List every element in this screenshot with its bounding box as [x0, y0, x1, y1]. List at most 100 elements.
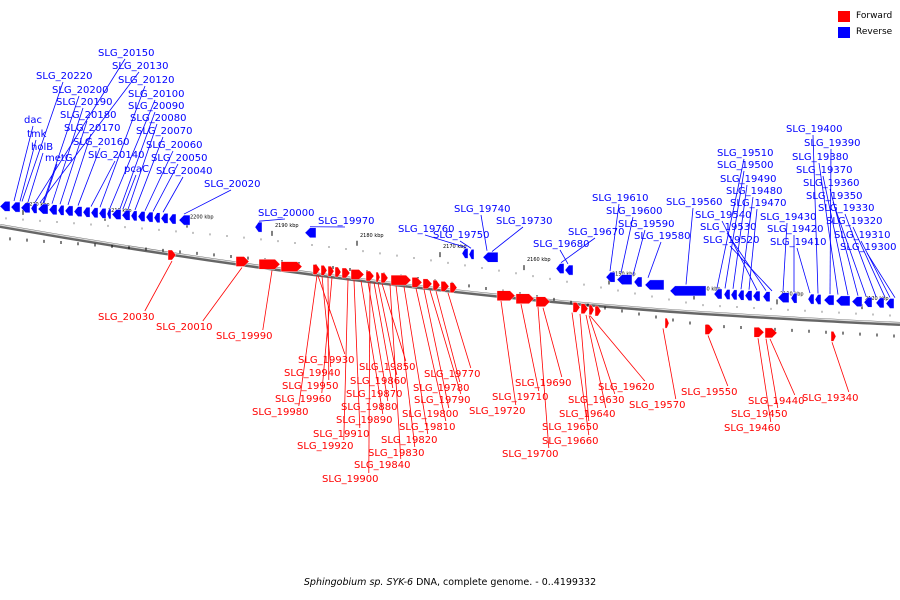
gene-label-reverse: SLG_19500 [717, 160, 773, 171]
leader-line-forward [757, 338, 772, 423]
gene-label-reverse: SLG_19370 [796, 165, 852, 176]
gene-arrow-reverse [145, 211, 154, 223]
gene-arrow-forward [235, 256, 250, 267]
gene-arrow-forward [327, 265, 335, 277]
leader-line-forward [298, 275, 318, 407]
gene-label-reverse: SLG_20190 [56, 97, 112, 108]
leader-line-reverse [491, 226, 524, 252]
gene-arrow-reverse [863, 297, 873, 308]
gene-arrow-reverse [111, 209, 122, 220]
gene-arrow-reverse [644, 279, 665, 291]
gene-label-reverse: SLG_19730 [496, 216, 552, 227]
gene-arrow-reverse [37, 203, 49, 215]
gene-arrow-reverse [482, 252, 499, 263]
leader-line-reverse [99, 85, 146, 208]
gene-arrow-reverse [762, 291, 771, 302]
leader-line-reverse [59, 120, 88, 205]
gene-arrow-reverse [30, 203, 38, 214]
legend: Forward Reverse [838, 8, 898, 40]
leader-line-forward [360, 280, 384, 415]
gene-arrow-forward [280, 261, 303, 272]
gene-arrow-forward [664, 317, 670, 329]
leader-line-reverse [632, 229, 646, 276]
gene-arrow-reverse [90, 207, 99, 219]
gene-label-forward: SLG_19720 [469, 406, 525, 417]
gene-arrows [0, 201, 895, 342]
gene-label-reverse: dac [24, 115, 42, 126]
genome-backbone-highlight [0, 224, 900, 324]
gene-arrow-reverse [121, 210, 131, 221]
gene-arrow-forward [258, 259, 281, 270]
leader-line-reverse [67, 133, 92, 205]
leader-line-forward [317, 275, 346, 355]
leader-line-forward [327, 276, 330, 381]
gene-label-reverse: SLG_19970 [318, 216, 374, 227]
scale-label: 2200 kbp [190, 215, 214, 221]
gene-label-forward: SLG_19710 [492, 392, 548, 403]
leader-line-reverse [144, 150, 174, 211]
gene-arrow-reverse [153, 212, 161, 223]
gene-label-reverse: SLG_20160 [73, 137, 129, 148]
gene-arrow-reverse [713, 288, 723, 300]
scale-label: 2120 kbp [865, 296, 889, 302]
leader-line-forward [415, 288, 447, 422]
gene-label-forward: SLG_19840 [354, 460, 410, 471]
leader-line-forward [585, 314, 607, 409]
gene-label-forward: SLG_19950 [282, 381, 338, 392]
leader-line-forward [520, 304, 540, 392]
gene-arrow-forward [753, 327, 765, 338]
leader-line-reverse [559, 249, 569, 265]
leader-line-reverse [43, 163, 58, 204]
gene-arrow-reverse [823, 294, 835, 306]
gene-label-reverse: SLG_20120 [118, 75, 174, 86]
gene-arrow-reverse [64, 205, 74, 217]
gene-arrow-reverse [616, 274, 633, 285]
gene-label-forward: SLG_19820 [381, 435, 437, 446]
gene-label-forward: SLG_20010 [156, 322, 212, 333]
leader-line-reverse [852, 226, 886, 298]
scale-label: 2170 kbp [443, 244, 467, 250]
gene-arrow-reverse [564, 264, 574, 276]
gene-arrow-reverse [168, 213, 177, 225]
gene-arrow-reverse [10, 201, 21, 213]
leader-line-reverse [90, 160, 116, 207]
gene-label-reverse: SLG_19470 [730, 198, 786, 209]
gene-label-reverse: SLG_19510 [717, 148, 773, 159]
gene-arrow-forward [432, 279, 441, 291]
leader-line-forward [662, 328, 677, 400]
gene-label-reverse: SLG_19350 [806, 191, 862, 202]
gene-label-forward: SLG_19660 [542, 436, 598, 447]
leader-line-reverse [122, 174, 137, 210]
gene-arrow-forward [341, 267, 351, 279]
gene-arrow-reverse [82, 207, 91, 218]
gene-label-forward: SLG_19570 [629, 400, 685, 411]
gene-arrow-reverse [737, 290, 745, 301]
gene-arrow-reverse [178, 214, 191, 226]
leader-line-reverse [183, 189, 232, 215]
leader-line-forward [571, 312, 590, 436]
gene-label-forward: SLG_19800 [402, 409, 458, 420]
leader-line-forward [589, 315, 646, 382]
gene-label-reverse: SLG_19520 [703, 235, 759, 246]
leader-line-reverse [732, 184, 748, 289]
gene-arrow-reverse [814, 294, 822, 305]
leader-line-reverse [685, 207, 694, 285]
leader-line-reverse [42, 95, 80, 204]
gene-label-reverse: SLG_20020 [204, 179, 260, 190]
gene-label-reverse: tmk [27, 129, 47, 140]
gene-label-forward: SLG_19780 [413, 383, 469, 394]
scale-label: 2160 kbp [527, 257, 551, 263]
gene-label-reverse: SLG_19420 [767, 224, 823, 235]
legend-item-reverse: Reverse [838, 24, 898, 40]
scale-label: 2140 kbp [697, 286, 721, 292]
gene-label-reverse: SLG_19530 [700, 222, 756, 233]
gene-arrow-reverse [777, 292, 790, 303]
gene-label-reverse: SLG_19360 [803, 178, 859, 189]
leader-line-forward [403, 286, 429, 435]
leader-line-reverse [21, 81, 64, 202]
leader-line-reverse [832, 201, 867, 297]
gene-arrow-forward [515, 293, 535, 304]
leader-line-forward [769, 338, 796, 396]
leader-line-forward [435, 290, 461, 383]
leader-line-reverse [77, 147, 101, 206]
